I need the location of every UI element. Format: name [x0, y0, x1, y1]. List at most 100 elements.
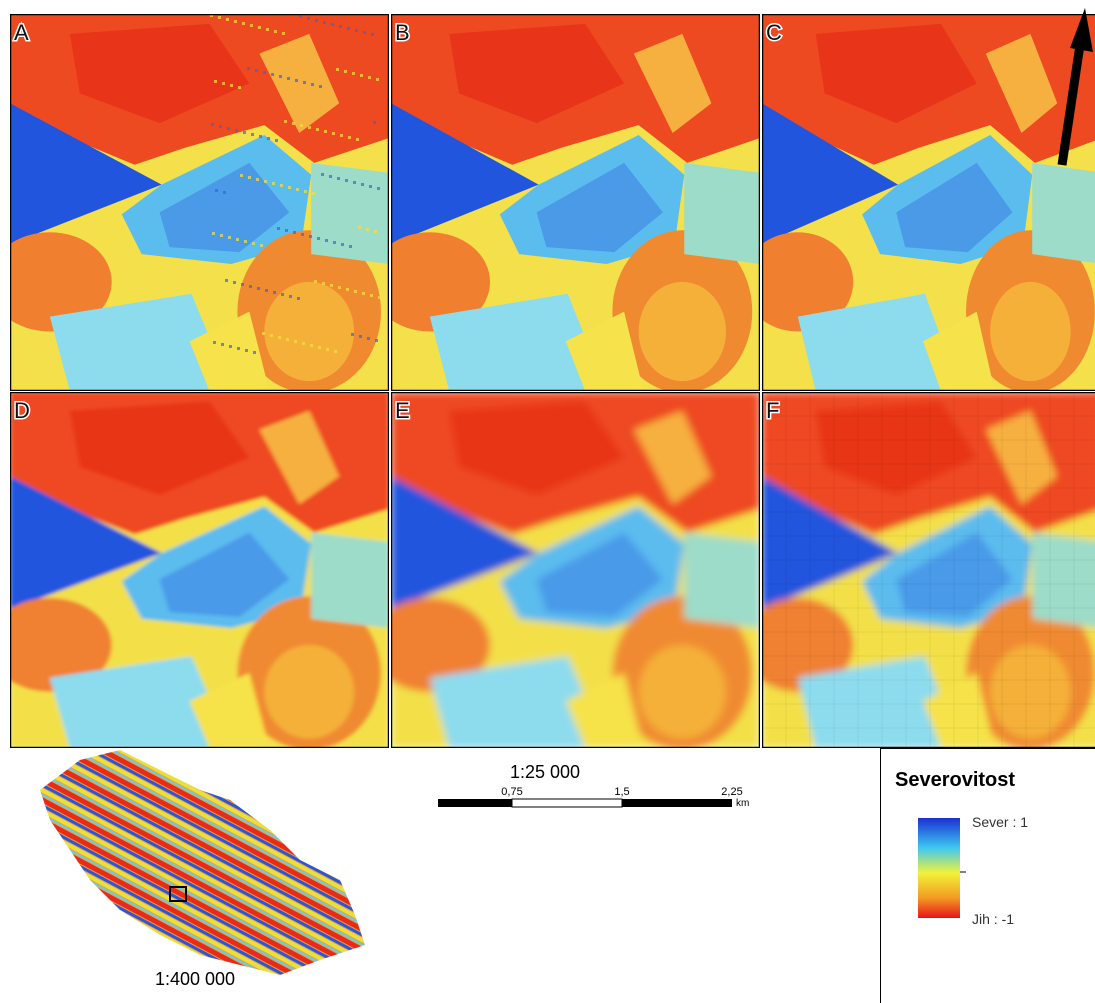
- noise-speck: [265, 289, 268, 292]
- panel-label: B: [395, 20, 410, 45]
- noise-speck: [323, 21, 326, 24]
- noise-speck: [322, 282, 325, 285]
- noise-speck: [255, 69, 258, 72]
- noise-speck: [346, 288, 349, 291]
- noise-speck: [351, 333, 354, 336]
- map-panel: E: [370, 392, 760, 750]
- terrain-raster: [370, 14, 760, 393]
- noise-speck: [263, 71, 266, 74]
- noise-speck: [230, 84, 233, 87]
- noise-speck: [274, 30, 277, 33]
- noise-speck: [299, 15, 302, 18]
- noise-speck: [376, 78, 379, 81]
- noise-speck: [289, 295, 292, 298]
- noise-speck: [347, 27, 350, 30]
- terrain-raster: [0, 392, 389, 750]
- map-panel: A: [0, 14, 389, 393]
- noise-speck: [288, 186, 291, 189]
- noise-speck: [262, 332, 265, 335]
- noise-speck: [330, 284, 333, 287]
- panel-label: F: [766, 398, 779, 423]
- noise-speck: [221, 343, 224, 346]
- noise-speck: [341, 243, 344, 246]
- noise-speck: [235, 129, 238, 132]
- noise-speck: [280, 184, 283, 187]
- noise-speck: [301, 233, 304, 236]
- legend-max: Sever : 1: [972, 814, 1028, 830]
- noise-speck: [215, 189, 218, 192]
- noise-speck: [311, 83, 314, 86]
- noise-speck: [218, 16, 221, 19]
- noise-speck: [321, 173, 324, 176]
- noise-speck: [222, 82, 225, 85]
- scale-unit: km: [736, 798, 749, 809]
- noise-speck: [260, 244, 263, 247]
- noise-speck: [272, 182, 275, 185]
- noise-speck: [212, 232, 215, 235]
- noise-speck: [259, 135, 262, 138]
- noise-speck: [316, 128, 319, 131]
- noise-speck: [355, 29, 358, 32]
- noise-speck: [219, 125, 222, 128]
- terrain-raster: [370, 392, 760, 750]
- noise-speck: [338, 286, 341, 289]
- noise-speck: [326, 348, 329, 351]
- noise-speck: [310, 344, 313, 347]
- noise-speck: [373, 121, 376, 124]
- noise-speck: [332, 132, 335, 135]
- panel-label: D: [14, 398, 30, 423]
- noise-speck: [329, 175, 332, 178]
- noise-speck: [243, 131, 246, 134]
- noise-speck: [368, 76, 371, 79]
- noise-speck: [279, 75, 282, 78]
- noise-speck: [304, 190, 307, 193]
- noise-speck: [226, 18, 229, 21]
- scale-tick-label: 2,25: [721, 786, 742, 798]
- noise-speck: [287, 77, 290, 80]
- noise-speck: [331, 23, 334, 26]
- noise-speck: [216, 298, 219, 301]
- noise-speck: [309, 235, 312, 238]
- noise-speck: [318, 346, 321, 349]
- noise-speck: [211, 123, 214, 126]
- noise-speck: [296, 188, 299, 191]
- noise-speck: [307, 17, 310, 20]
- noise-speck: [251, 133, 254, 136]
- noise-speck: [369, 185, 372, 188]
- noise-speck: [214, 80, 217, 83]
- noise-speck: [303, 81, 306, 84]
- noise-speck: [333, 241, 336, 244]
- noise-speck: [375, 339, 378, 342]
- noise-speck: [324, 130, 327, 133]
- noise-speck: [256, 178, 259, 181]
- noise-speck: [266, 28, 269, 31]
- scale-segment: [622, 799, 732, 807]
- noise-speck: [277, 227, 280, 230]
- legend: Severovitost Sever : 1 Jih : -1: [881, 749, 1095, 1003]
- terrain-raster: [742, 392, 1095, 750]
- noise-speck: [349, 245, 352, 248]
- legend-title: Severovitost: [895, 769, 1015, 791]
- noise-speck: [285, 229, 288, 232]
- noise-speck: [363, 31, 366, 34]
- noise-speck: [281, 293, 284, 296]
- map-panel: D: [0, 392, 389, 750]
- noise-speck: [361, 183, 364, 186]
- noise-speck: [234, 20, 237, 23]
- noise-speck: [312, 192, 315, 195]
- map-panel: F: [742, 392, 1095, 750]
- map-panel: B: [370, 14, 760, 393]
- noise-speck: [267, 137, 270, 140]
- noise-speck: [213, 341, 216, 344]
- panel-label: E: [395, 398, 410, 423]
- noise-speck: [241, 283, 244, 286]
- scale-title: 1:25 000: [510, 762, 580, 782]
- noise-speck: [236, 238, 239, 241]
- noise-speck: [344, 70, 347, 73]
- scale-segment: [438, 799, 512, 807]
- legend-ramp: [918, 818, 960, 918]
- noise-speck: [340, 134, 343, 137]
- noise-speck: [253, 351, 256, 354]
- noise-speck: [220, 234, 223, 237]
- noise-speck: [286, 338, 289, 341]
